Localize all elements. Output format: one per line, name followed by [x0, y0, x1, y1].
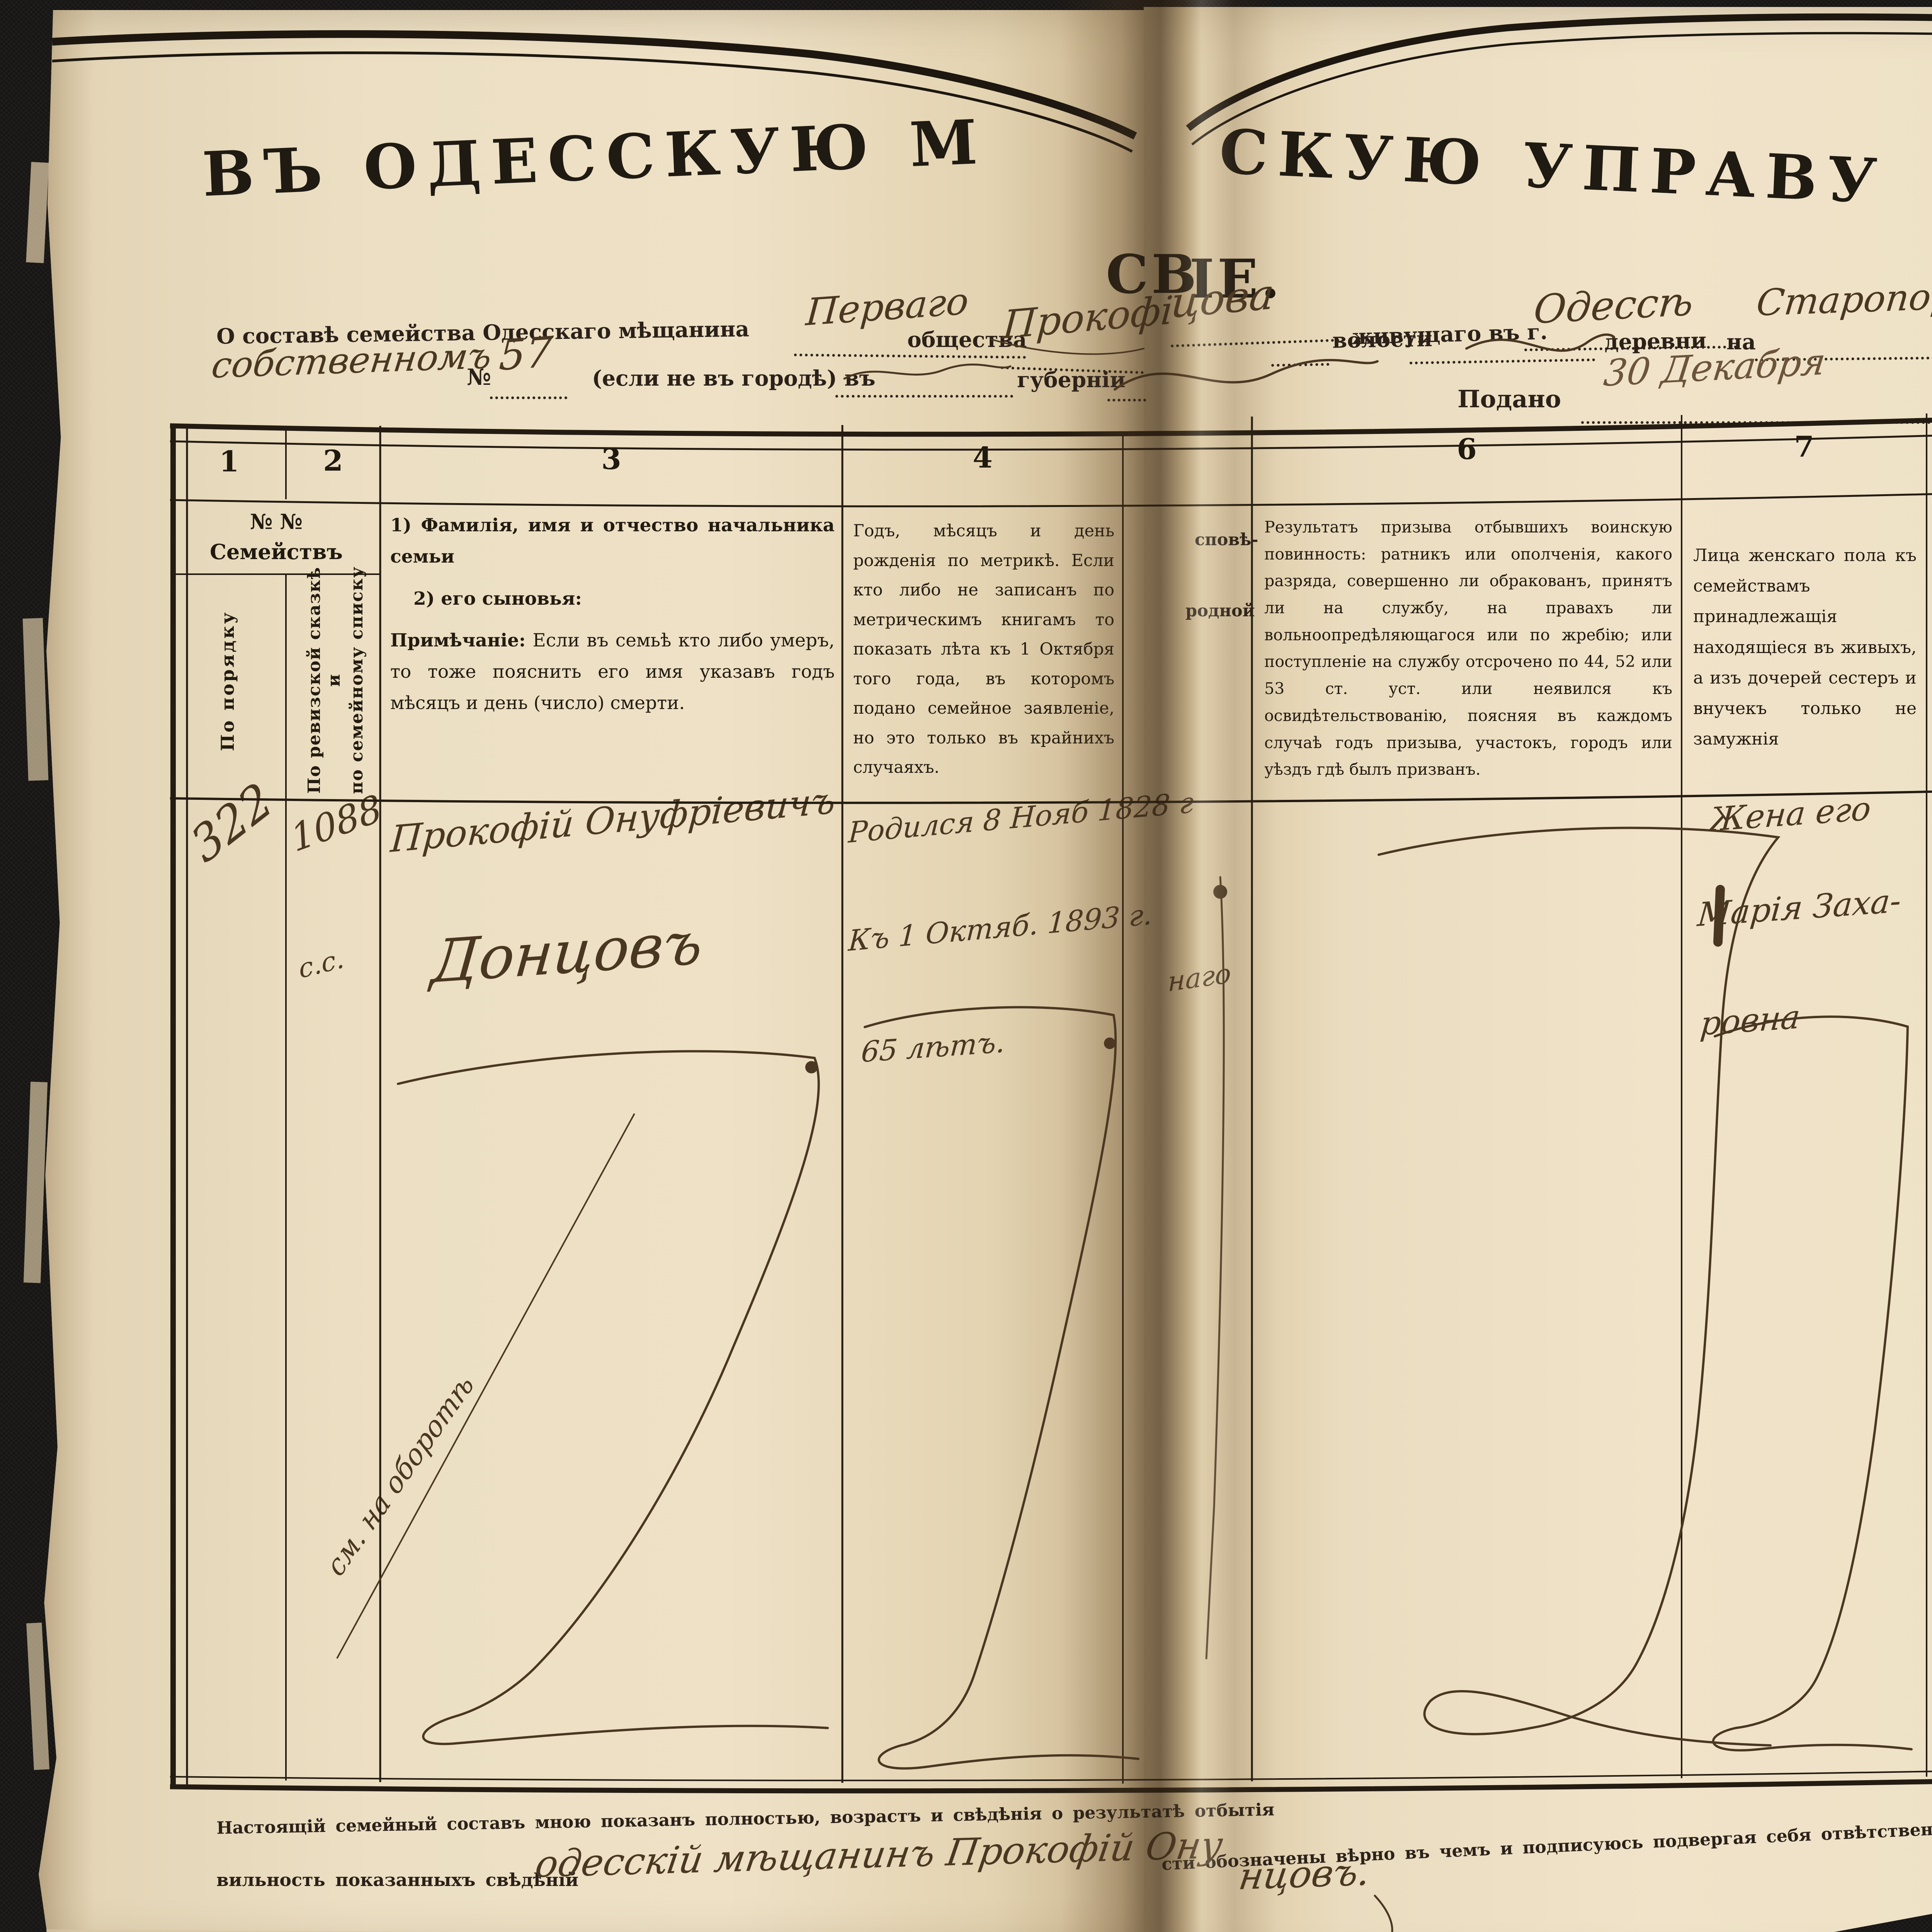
leader-line — [490, 396, 567, 399]
leader-line — [835, 395, 1013, 398]
column-number-3: 3 — [601, 443, 621, 476]
hw-family-name-right: цова — [1169, 270, 1276, 328]
torn-chip-3 — [23, 1082, 48, 1283]
form-line2-volost: волости — [1332, 326, 1433, 353]
col6-header: Результатъ призыва отбывшихъ воинскую по… — [1264, 518, 1672, 779]
fold-fragment-1: сповѣ- — [1195, 530, 1259, 549]
col3-header-line2: 2) его сыновья: — [413, 588, 582, 609]
torn-chip-1 — [26, 162, 49, 264]
torn-chip-2 — [22, 618, 49, 781]
form-line2-no-sign: № — [467, 364, 492, 390]
group-header-families-a: № № — [250, 509, 303, 534]
column-number-2: 2 — [323, 444, 343, 478]
hw-signature-right: нцовъ. — [1236, 1850, 1373, 1898]
col2-vertical-label-2: по семейному списку — [347, 566, 367, 794]
declaration-line2: вильность показанныхъ свѣдѣній — [216, 1869, 579, 1890]
hw-wife-name2: ровна — [1699, 997, 1802, 1043]
form-line2-if-not-city: (если не въ городѣ) въ — [592, 366, 876, 391]
hw-city: Одессѣ — [1532, 278, 1696, 333]
leader-line — [1581, 421, 1932, 424]
col1-vertical-label: По порядку — [217, 611, 238, 751]
torn-chip-4 — [26, 1622, 49, 1770]
hw-house-number: 57 — [498, 328, 554, 380]
col4-header: Годъ, мѣсяцъ и день рожденія по метрикѣ.… — [853, 521, 1114, 777]
leader-line — [1107, 399, 1146, 401]
group-header-families-b: Семействъ — [210, 539, 343, 564]
col3-note-label: Примѣчаніе: — [390, 630, 526, 651]
column-number-4: 4 — [973, 441, 993, 474]
col7-header: Лица женскаго пола къ семействамъ принад… — [1693, 546, 1917, 749]
form-submitted-label: Подано — [1458, 385, 1561, 413]
column-number-1: 1 — [219, 445, 239, 478]
col3-note-text: Если въ семьѣ кто либо умеръ, то тоже по… — [390, 630, 835, 714]
form-line2-guberniya: губерніи — [1017, 367, 1126, 392]
col3-header-note: Примѣчаніе: Если въ семьѣ кто либо умеръ… — [390, 625, 835, 719]
col2-vertical-label-1: По ревизской сказкѣ и — [304, 566, 344, 794]
column-number-6: 6 — [1457, 433, 1477, 466]
form-line1-label4: на — [1726, 329, 1756, 354]
col3-header-line1: 1) Фамилія, имя и отчество начальника се… — [390, 515, 835, 567]
column-number-7: 7 — [1794, 430, 1814, 464]
column-number-8: 8 — [1927, 429, 1932, 462]
fold-fragment-2: родной — [1185, 601, 1255, 621]
